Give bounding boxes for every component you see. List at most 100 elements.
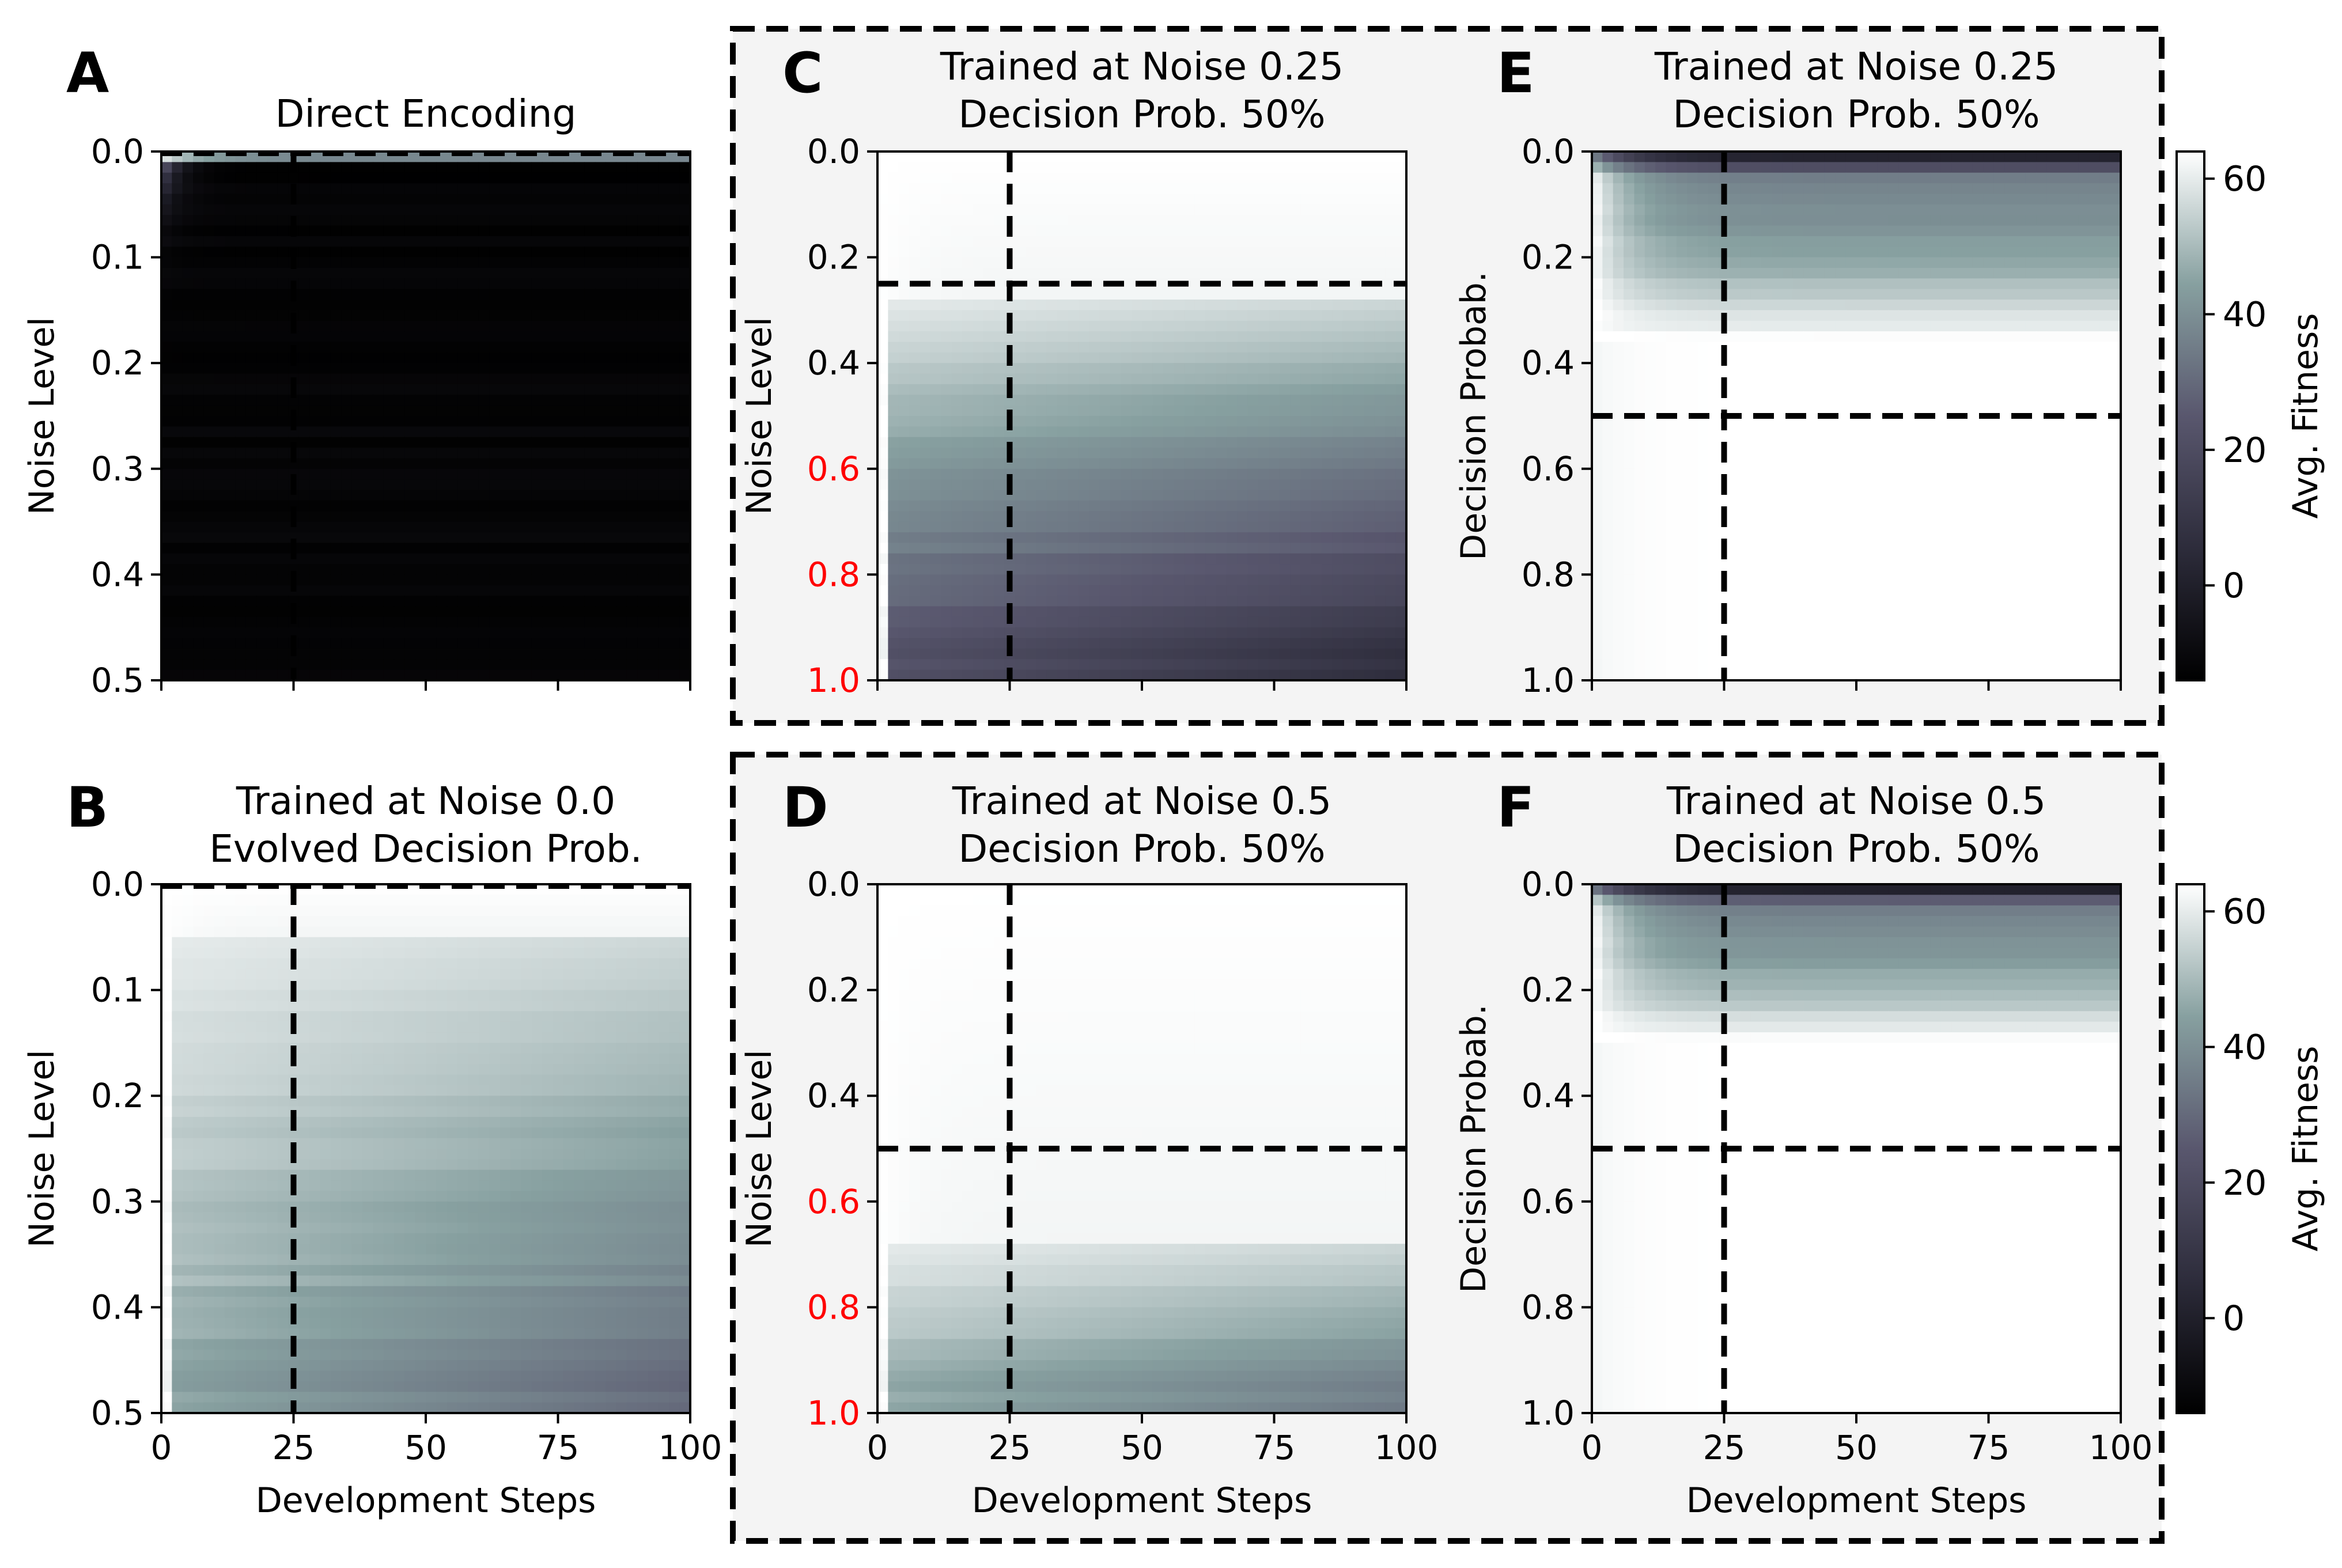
heatmap-cell <box>415 426 426 438</box>
heatmap-cell <box>245 194 257 205</box>
heatmap-cell <box>521 215 532 226</box>
heatmap-cell <box>298 1191 310 1202</box>
heatmap-cell <box>658 1085 669 1096</box>
heatmap-cell <box>563 937 574 948</box>
heatmap-cell <box>489 1074 501 1086</box>
heatmap-cell <box>351 384 363 395</box>
heatmap-cell <box>574 574 585 586</box>
y-tick-label: 0.1 <box>91 238 144 277</box>
heatmap-cell <box>669 278 680 290</box>
heatmap-cell <box>330 468 342 480</box>
heatmap-cell <box>563 468 574 480</box>
heatmap-cell <box>309 968 320 980</box>
heatmap-cell <box>563 289 574 300</box>
heatmap-cell <box>489 194 501 205</box>
heatmap-cell <box>172 500 183 512</box>
heatmap-cell <box>245 289 257 300</box>
heatmap-cell <box>637 638 649 649</box>
heatmap-cell <box>606 1127 617 1139</box>
heatmap-cell <box>193 1360 205 1372</box>
heatmap-cell <box>341 1264 353 1276</box>
heatmap-cell <box>553 564 564 575</box>
heatmap-cell <box>457 916 469 927</box>
heatmap-cell <box>214 937 225 948</box>
heatmap-cell <box>404 521 416 533</box>
heatmap-cell <box>563 1233 574 1244</box>
heatmap-cell <box>182 574 194 586</box>
heatmap-cell <box>182 1096 194 1107</box>
heatmap-cell <box>172 669 183 681</box>
heatmap-cell <box>574 437 585 448</box>
heatmap-cell <box>330 1381 342 1392</box>
heatmap-cell <box>161 1138 172 1149</box>
heatmap-cell <box>373 1064 384 1075</box>
heatmap-cell <box>679 1286 691 1297</box>
heatmap-cell <box>309 1233 320 1244</box>
heatmap-cell <box>595 543 606 554</box>
heatmap-cell <box>214 1222 225 1234</box>
heatmap-cell <box>193 236 205 247</box>
heatmap-cell <box>193 1381 205 1392</box>
heatmap-cell <box>277 521 289 533</box>
heatmap-cell <box>669 479 680 491</box>
heatmap-cell <box>521 1212 532 1224</box>
heatmap-cell <box>214 500 225 512</box>
heatmap-cell <box>298 1021 310 1033</box>
heatmap-cell <box>426 300 437 310</box>
heatmap-cell <box>531 543 543 554</box>
heatmap-cell <box>574 490 585 501</box>
heatmap-cell <box>172 1191 183 1202</box>
heatmap-cell <box>256 1317 268 1329</box>
heatmap-cell <box>193 395 205 406</box>
heatmap-cell <box>373 162 384 173</box>
heatmap-cell <box>394 479 405 491</box>
heatmap-cell <box>267 979 278 991</box>
heatmap-cell <box>161 500 172 512</box>
heatmap-cell <box>489 320 501 332</box>
heatmap-cell <box>267 1360 278 1372</box>
heatmap-cell <box>330 968 342 980</box>
heatmap-cell <box>277 1169 289 1181</box>
heatmap-cell <box>161 458 172 469</box>
heatmap-cell <box>415 1264 426 1276</box>
heatmap-cell <box>288 236 300 247</box>
heatmap-cell <box>161 968 172 980</box>
heatmap-cell <box>351 183 363 195</box>
heatmap-cell <box>320 236 331 247</box>
heatmap-cell <box>267 490 278 501</box>
heatmap-cell <box>362 1000 373 1012</box>
heatmap-cell <box>574 979 585 991</box>
heatmap-cell <box>245 458 257 469</box>
heatmap-cell <box>193 1085 205 1096</box>
heatmap-cell <box>404 1201 416 1213</box>
heatmap-cell <box>616 1286 627 1297</box>
heatmap-cell <box>245 384 257 395</box>
heatmap-cell <box>669 1275 680 1287</box>
heatmap-cell <box>574 669 585 681</box>
heatmap-cell <box>457 574 469 586</box>
heatmap-cell <box>457 300 469 310</box>
heatmap-cell <box>510 627 521 639</box>
heatmap-cell <box>298 1328 310 1340</box>
heatmap-cell <box>531 1011 543 1022</box>
heatmap-cell <box>553 183 564 195</box>
heatmap-cell <box>394 1000 405 1012</box>
heatmap-cell <box>606 979 617 991</box>
heatmap-cell <box>478 300 490 310</box>
heatmap-cell <box>637 1169 649 1181</box>
heatmap-cell <box>669 1064 680 1075</box>
heatmap-cell <box>225 905 236 916</box>
heatmap-cell <box>489 1349 501 1361</box>
heatmap-cell <box>426 363 437 374</box>
heatmap-cell <box>595 937 606 948</box>
heatmap-cell <box>214 490 225 501</box>
heatmap-cell <box>245 1032 257 1043</box>
heatmap-cell <box>235 162 247 173</box>
heatmap-cell <box>616 511 627 522</box>
heatmap-cell <box>415 405 426 416</box>
heatmap-cell <box>193 172 205 184</box>
heatmap-cell <box>616 895 627 906</box>
heatmap-cell <box>616 948 627 959</box>
heatmap-cell <box>563 1307 574 1319</box>
heatmap-cell <box>214 1212 225 1224</box>
